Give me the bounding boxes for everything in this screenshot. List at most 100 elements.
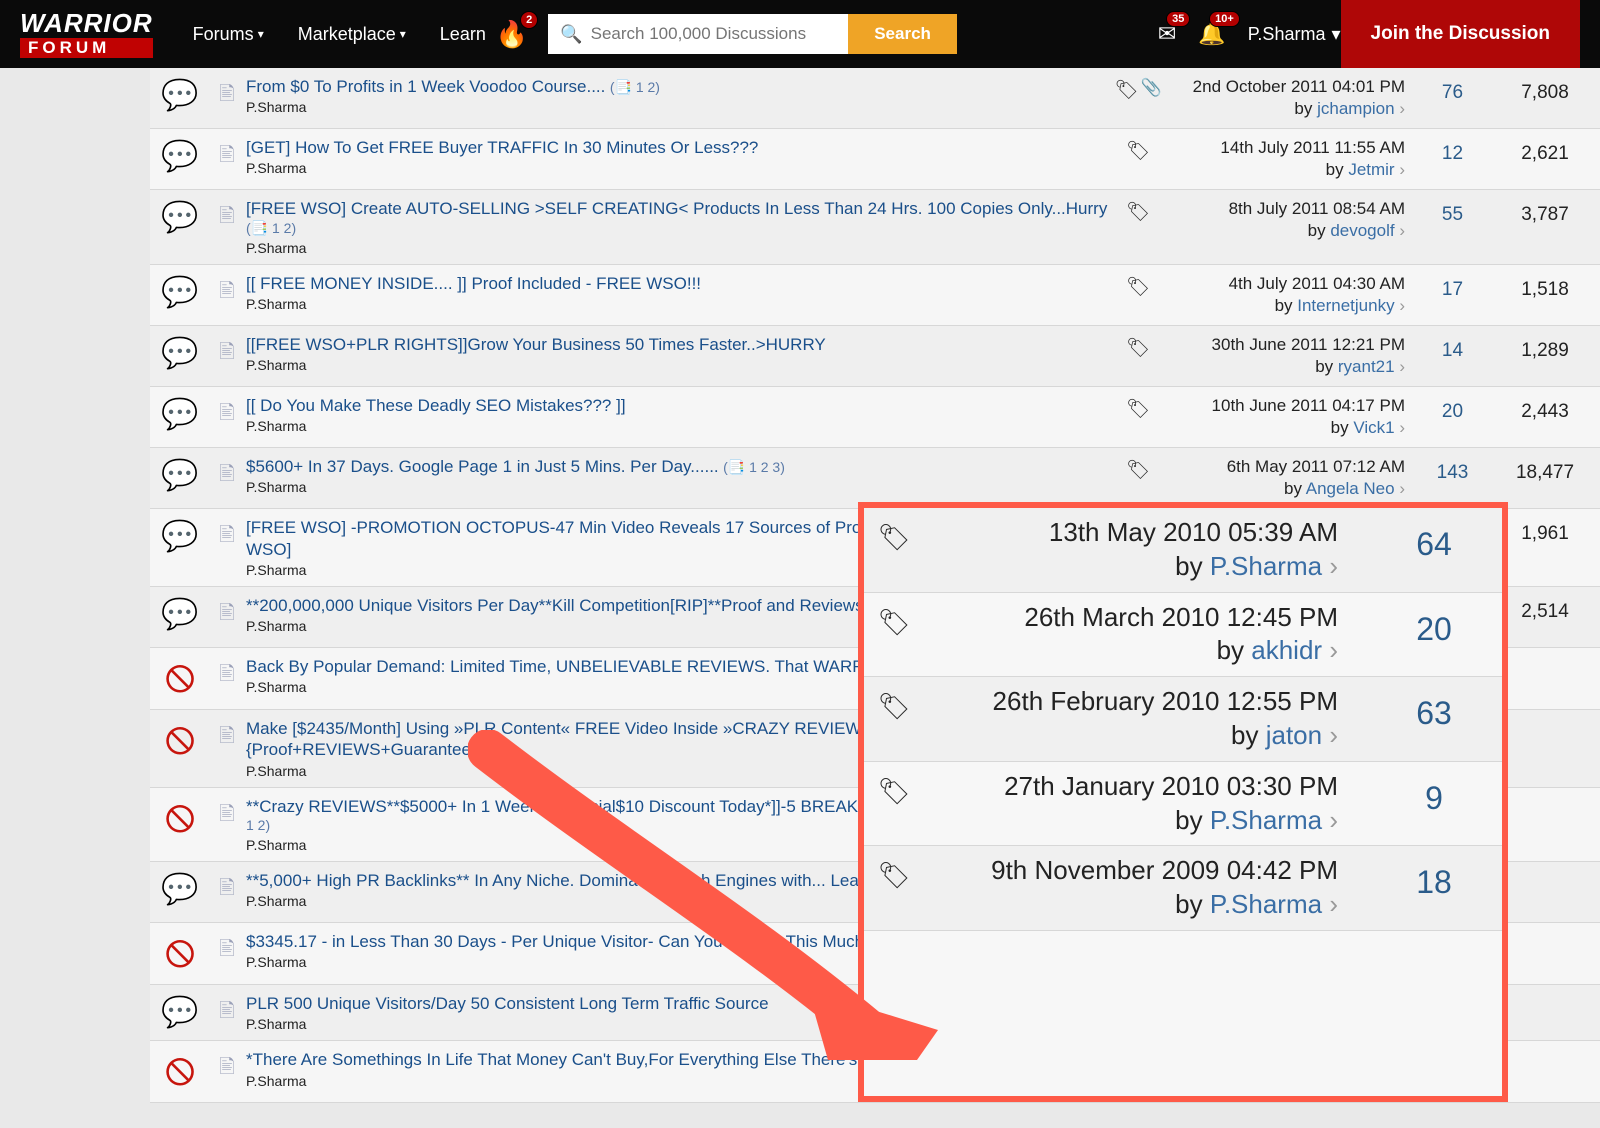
thread-date-meta[interactable]: 20th December 2010 06:32 AM by triarius ›	[1160, 509, 1415, 586]
thread-row[interactable]: 💬 🖹 From $0 To Profits in 1 Week Voodoo …	[150, 68, 1600, 129]
thread-last-poster-link[interactable]: P.Sharma	[1321, 679, 1394, 698]
chevron-right-icon[interactable]: ›	[1399, 221, 1405, 240]
thread-title[interactable]: $5600+ In 37 Days. Google Page 1 in Just…	[246, 457, 719, 476]
thread-last-poster-link[interactable]: devogolf	[1330, 221, 1394, 240]
nav-forums[interactable]: Forums ▾	[193, 24, 264, 45]
thread-status-icon[interactable]: 💬	[161, 397, 198, 432]
thread-title[interactable]: PLR 500 Unique Visitors/Day 50 Consisten…	[246, 994, 769, 1013]
chevron-right-icon[interactable]: ›	[1399, 418, 1405, 437]
chevron-right-icon[interactable]: ›	[1399, 357, 1405, 376]
thread-last-poster-link[interactable]: ryant21	[1338, 357, 1395, 376]
thread-author[interactable]: P.Sharma	[246, 240, 1108, 256]
thread-row[interactable]: 🛇 🖹 Make [$2435/Month] Using »PLR Conten…	[150, 710, 1600, 788]
thread-title[interactable]: **200,000,000 Unique Visitors Per Day**K…	[246, 596, 927, 615]
thread-date-meta[interactable]: 6th May 2011 07:12 AM by Angela Neo ›	[1160, 448, 1415, 508]
tag-icon[interactable]: 🏷	[1126, 597, 1150, 621]
thread-date-meta[interactable]: 10th June 2011 04:17 PM by Vick1 ›	[1160, 387, 1415, 447]
thread-page-icon[interactable]: 🖹	[210, 190, 244, 263]
chevron-right-icon[interactable]: ›	[1399, 819, 1405, 838]
thread-author[interactable]: P.Sharma	[246, 763, 1108, 779]
thread-pages[interactable]: (📑 1 2)	[246, 220, 296, 236]
thread-status-icon[interactable]: 💬	[161, 275, 198, 310]
thread-author[interactable]: P.Sharma	[246, 679, 1108, 695]
thread-views-count[interactable]: 7,808	[1490, 68, 1600, 128]
nav-learn[interactable]: Learn	[440, 24, 486, 45]
thread-title[interactable]: [[FREE WSO+PLR RIGHTS]]Grow Your Busines…	[246, 335, 826, 354]
thread-author[interactable]: P.Sharma	[246, 837, 1108, 853]
thread-title[interactable]: *There Are Somethings In Life That Money…	[246, 1050, 1000, 1069]
thread-replies-count[interactable]: 9	[1415, 862, 1490, 922]
chevron-right-icon[interactable]: ›	[1399, 954, 1405, 973]
thread-replies-count[interactable]: 2	[1415, 509, 1490, 586]
tag-icon[interactable]: 🏷	[1126, 933, 1150, 957]
thread-title[interactable]: Back By Popular Demand: Limited Time, UN…	[246, 657, 967, 676]
thread-replies-count[interactable]: 64	[1415, 648, 1490, 709]
search-icon[interactable]: 🔍	[560, 24, 582, 45]
user-menu[interactable]: P.Sharma ▾	[1248, 24, 1341, 45]
thread-row[interactable]: 🛇 🖹 *There Are Somethings In Life That M…	[150, 1041, 1600, 1103]
thread-views-count[interactable]: 1,289	[1490, 326, 1600, 386]
thread-status-icon[interactable]: 💬	[161, 139, 198, 174]
thread-title[interactable]: **5,000+ High PR Backlinks** In Any Nich…	[246, 871, 917, 890]
thread-date-meta[interactable]: 4th July 2011 04:30 AM by Internetjunky ›	[1160, 265, 1415, 325]
thread-date-meta[interactable]: 27th January 2010 03:30 PM by P.Sharma ›	[1160, 862, 1415, 922]
thread-author[interactable]: P.Sharma	[246, 1016, 1108, 1032]
thread-date-meta[interactable]: 14th July 2011 11:55 AM by Jetmir ›	[1160, 129, 1415, 189]
thread-page-icon[interactable]: 🖹	[210, 788, 244, 861]
thread-row[interactable]: 💬 🖹 **5,000+ High PR Backlinks** In Any …	[150, 862, 1600, 923]
chevron-right-icon[interactable]: ›	[1399, 479, 1405, 498]
thread-views-count[interactable]	[1490, 1041, 1600, 1102]
thread-page-icon[interactable]: 🖹	[210, 68, 244, 128]
chevron-right-icon[interactable]: ›	[1399, 296, 1405, 315]
thread-date-meta[interactable]: 29th October 2010 02:39 PM by ›	[1160, 587, 1415, 647]
tag-icon[interactable]: 🏷	[1126, 200, 1150, 224]
tag-icon[interactable]: 🏷	[1126, 658, 1150, 682]
thread-status-icon[interactable]: 💬	[161, 597, 198, 632]
chevron-right-icon[interactable]: ›	[1399, 618, 1405, 637]
thread-title[interactable]: [[ Do You Make These Deadly SEO Mistakes…	[246, 396, 626, 415]
thread-views-count[interactable]: 1,518	[1490, 265, 1600, 325]
thread-date-meta[interactable]	[1160, 985, 1415, 1040]
thread-row[interactable]: 💬 🖹 [[ Do You Make These Deadly SEO Mist…	[150, 387, 1600, 448]
tag-icon[interactable]: 🏷	[1114, 78, 1138, 102]
thread-title[interactable]: Make [$2435/Month] Using »PLR Content« F…	[246, 719, 873, 759]
thread-status-icon[interactable]: 🛇	[165, 720, 196, 771]
thread-page-icon[interactable]: 🖹	[210, 648, 244, 709]
thread-title[interactable]: **Crazy REVIEWS**$5000+ In 1 Week-[[*Spe…	[246, 797, 1076, 816]
thread-page-icon[interactable]: 🖹	[210, 862, 244, 922]
thread-title[interactable]: [FREE WSO] -PROMOTION OCTOPUS-47 Min Vid…	[246, 518, 1083, 558]
thread-title[interactable]: [FREE WSO] Create AUTO-SELLING >SELF CRE…	[246, 199, 1107, 218]
search-button[interactable]: Search	[848, 14, 957, 54]
tag-icon[interactable]: 🏷	[1126, 275, 1150, 299]
chevron-right-icon[interactable]: ›	[1399, 540, 1405, 559]
thread-page-icon[interactable]: 🖹	[210, 1041, 244, 1102]
thread-date-meta[interactable]: 8th July 2011 08:54 AM by devogolf ›	[1160, 190, 1415, 263]
thread-views-count[interactable]: 2,514	[1490, 587, 1600, 647]
thread-page-icon[interactable]: 🖹	[210, 265, 244, 325]
thread-author[interactable]: P.Sharma	[246, 479, 1108, 495]
tag-icon[interactable]: 🏷	[1126, 720, 1150, 744]
thread-page-icon[interactable]: 🖹	[210, 129, 244, 189]
thread-replies-count[interactable]: 12	[1415, 129, 1490, 189]
thread-row[interactable]: 💬 🖹 [GET] How To Get FREE Buyer TRAFFIC …	[150, 129, 1600, 190]
thread-status-icon[interactable]: 🛇	[165, 933, 196, 984]
thread-last-poster-link[interactable]: akhidr	[1348, 741, 1394, 760]
thread-date-meta[interactable]: 13th May 2010 05:39 AM by P.Sharma ›	[1160, 648, 1415, 709]
thread-row[interactable]: 🛇 🖹 Back By Popular Demand: Limited Time…	[150, 648, 1600, 710]
thread-replies-count[interactable]: 63	[1415, 788, 1490, 861]
thread-last-poster-link[interactable]: Angela Neo	[1306, 479, 1395, 498]
thread-row[interactable]: 💬 🖹 [FREE WSO] -PROMOTION OCTOPUS-47 Min…	[150, 509, 1600, 587]
thread-author[interactable]: P.Sharma	[246, 893, 1108, 909]
thread-views-count[interactable]	[1490, 985, 1600, 1040]
chevron-right-icon[interactable]: ›	[1399, 160, 1405, 179]
thread-pages[interactable]: (📑 1 2)	[610, 79, 660, 95]
chevron-right-icon[interactable]: ›	[1399, 893, 1405, 912]
thread-status-icon[interactable]: 🛇	[165, 798, 196, 849]
thread-title[interactable]: [[ FREE MONEY INSIDE.... ]] Proof Includ…	[246, 274, 701, 293]
thread-date-meta[interactable]: 26th February 2010 12:55 PM by jaton ›	[1160, 788, 1415, 861]
thread-views-count[interactable]: 3,787	[1490, 190, 1600, 263]
thread-views-count[interactable]: 2,443	[1490, 387, 1600, 447]
thread-replies-count[interactable]: 55	[1415, 190, 1490, 263]
thread-replies-count[interactable]	[1415, 985, 1490, 1040]
thread-pages[interactable]: (📑 1 2)	[992, 934, 1042, 950]
